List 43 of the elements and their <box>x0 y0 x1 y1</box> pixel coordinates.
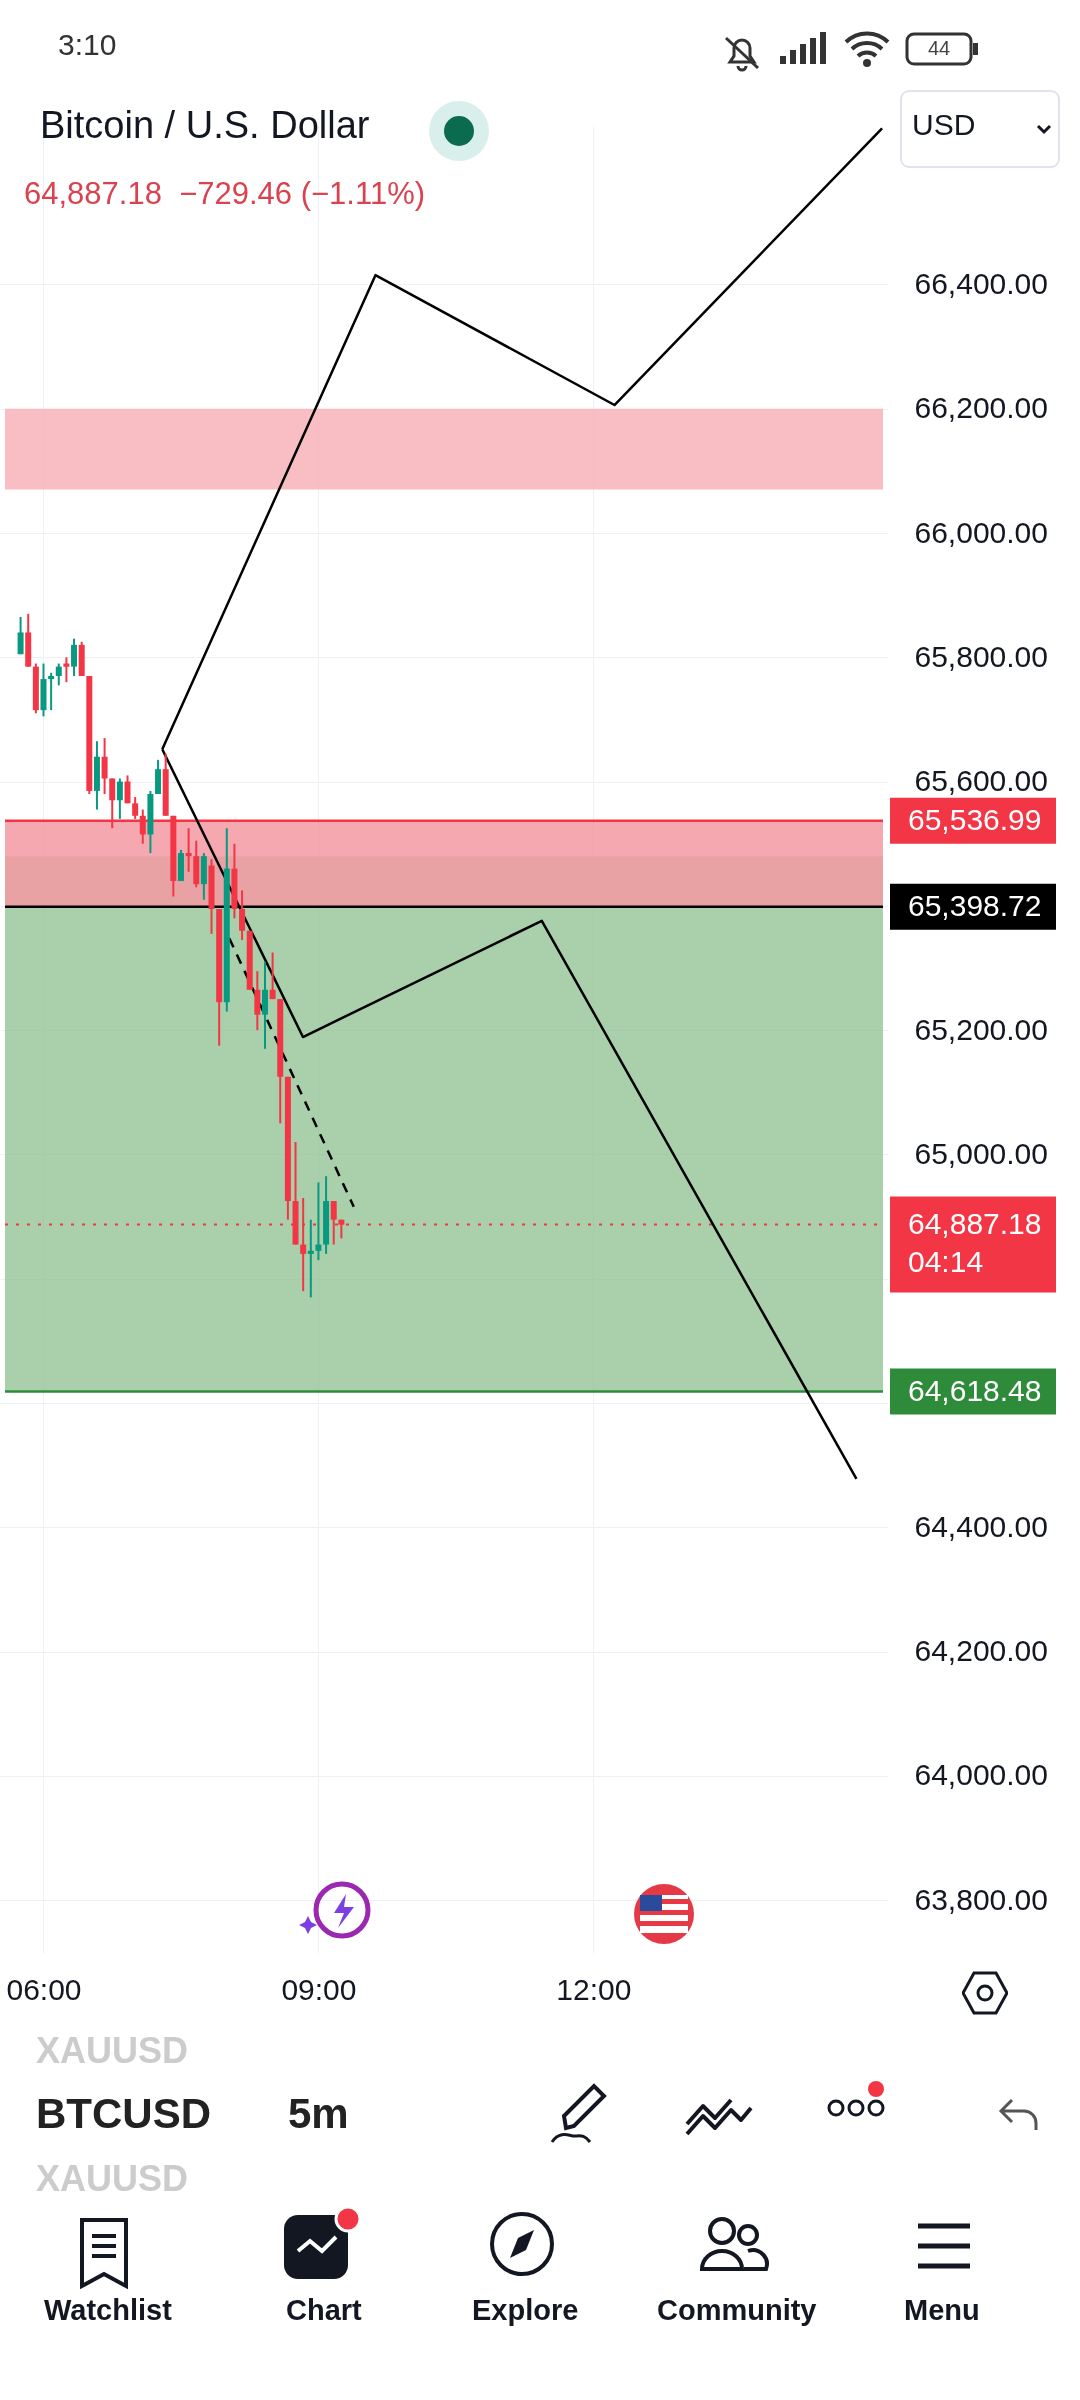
candlestick <box>55 662 62 687</box>
ref-line-label: 65,536.99 <box>908 802 1042 836</box>
x-tick-label: 12:00 <box>556 1972 632 2006</box>
text: Explore <box>472 2294 579 2327</box>
y-tick-label: 64,400.00 <box>914 1509 1048 1543</box>
y-tick-label: 65,600.00 <box>914 764 1048 798</box>
y-tick-label: 66,200.00 <box>914 391 1048 425</box>
chart-title: Bitcoin / U.S. Dollar <box>40 104 370 147</box>
text: Chart <box>286 2294 362 2327</box>
text: USD <box>912 108 976 142</box>
text: Community <box>657 2294 817 2327</box>
candlestick <box>315 1181 322 1262</box>
candlestick <box>239 889 246 942</box>
ref-line-label: 64,887.18 04:14 <box>908 1206 1042 1278</box>
y-tick-label: 65,000.00 <box>914 1136 1048 1170</box>
ref-line-label: 65,398.72 <box>908 888 1042 922</box>
text: 3:10 <box>58 28 117 62</box>
x-tick-label: 06:00 <box>6 1972 82 2006</box>
text: 64,887.18 −729.46 (−1.11%) <box>24 176 426 212</box>
candlestick <box>185 827 192 873</box>
candlestick <box>17 615 24 656</box>
text: Watchlist <box>44 2294 172 2327</box>
candlestick <box>269 951 276 1001</box>
text: BTCUSD <box>36 2090 211 2138</box>
ref-line-label: 64,618.48 <box>908 1373 1042 1407</box>
candlestick <box>124 774 131 805</box>
text: 44 <box>928 37 951 60</box>
candlestick <box>48 671 55 712</box>
candlestick <box>116 777 123 820</box>
y-tick-label: 66,400.00 <box>914 266 1048 300</box>
text: Menu <box>904 2294 980 2327</box>
y-tick-label: 66,000.00 <box>914 515 1048 549</box>
candlestick <box>71 637 78 677</box>
candlestick <box>101 737 108 796</box>
y-tick-label: 64,200.00 <box>914 1634 1048 1668</box>
y-tick-label: 65,200.00 <box>914 1012 1048 1046</box>
y-tick-label: 63,800.00 <box>914 1882 1048 1916</box>
x-tick-label: 09:00 <box>281 1972 357 2006</box>
y-tick-label: 64,000.00 <box>914 1758 1048 1792</box>
candlestick <box>307 1218 314 1299</box>
text: 5m <box>288 2090 349 2138</box>
y-tick-label: 65,800.00 <box>914 639 1048 673</box>
candlestick <box>63 656 70 684</box>
